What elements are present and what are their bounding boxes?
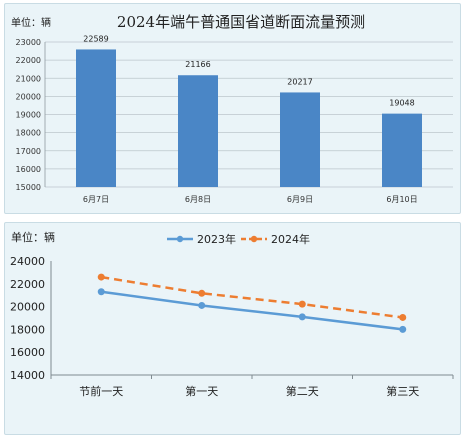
y-tick-label: 22000 — [10, 278, 45, 291]
bar — [280, 92, 320, 187]
data-point — [298, 300, 306, 308]
y-tick-label: 17000 — [16, 147, 41, 156]
y-tick-label: 20000 — [10, 301, 45, 314]
data-label: 19048 — [389, 99, 414, 108]
y-tick-label: 23000 — [16, 38, 41, 47]
x-tick-label: 6月8日 — [185, 195, 211, 204]
legend-marker — [176, 235, 184, 243]
y-tick-label: 18000 — [16, 129, 41, 138]
y-tick-label: 16000 — [16, 165, 41, 174]
data-point — [399, 313, 407, 321]
x-tick-label: 节前一天 — [79, 384, 123, 398]
data-label: 21166 — [185, 60, 210, 69]
data-point — [198, 301, 206, 309]
data-point — [198, 289, 206, 297]
unit-label: 单位：辆 — [11, 230, 55, 244]
series-line — [101, 290, 403, 331]
y-tick-label: 22000 — [16, 56, 41, 65]
bar — [76, 49, 116, 188]
x-tick-label: 第二天 — [286, 384, 319, 398]
line-chart: 单位：辆 2023年 2024年 24000 22000 20000 18000 16000 1… — [10, 230, 454, 398]
chart-title: 2024年端午普通国省道断面流量预测 — [117, 13, 365, 31]
y-tick-label: 15000 — [16, 183, 41, 192]
legend-label: 2023年 — [197, 232, 236, 246]
y-tick-label: 21000 — [16, 74, 41, 83]
x-tick-label: 6月10日 — [386, 195, 417, 204]
data-label: 20217 — [287, 77, 312, 86]
y-tick-label: 14000 — [10, 369, 45, 382]
y-tick-label: 19000 — [16, 111, 41, 120]
legend-label: 2024年 — [271, 232, 310, 246]
x-tick-label: 6月7日 — [83, 195, 109, 204]
data-label: 22589 — [83, 34, 108, 43]
bar — [178, 75, 218, 187]
data-point — [298, 313, 306, 321]
x-tick-label: 第一天 — [185, 384, 218, 398]
unit-label: 单位：辆 — [11, 16, 51, 29]
bar-chart: 单位：辆 2024年端午普通国省道断面流量预测 23000 22000 21000 200… — [11, 13, 453, 204]
bar — [382, 113, 422, 187]
data-point — [399, 325, 407, 333]
series-line — [101, 275, 403, 319]
y-tick-label: 20000 — [16, 92, 41, 101]
legend-marker — [250, 235, 258, 243]
data-point — [97, 288, 105, 296]
y-tick-label: 18000 — [10, 323, 45, 336]
line-chart-panel: 单位：辆 2023年 2024年 24000 22000 20000 18000 16000 1… — [4, 222, 461, 435]
bar-chart-panel: 单位：辆 2024年端午普通国省道断面流量预测 23000 22000 21000 200… — [4, 3, 461, 214]
x-tick-label: 6月9日 — [287, 195, 313, 204]
y-tick-label: 24000 — [10, 255, 45, 268]
x-tick-label: 第三天 — [386, 384, 419, 398]
y-tick-label: 16000 — [10, 346, 45, 359]
data-point — [97, 273, 105, 281]
